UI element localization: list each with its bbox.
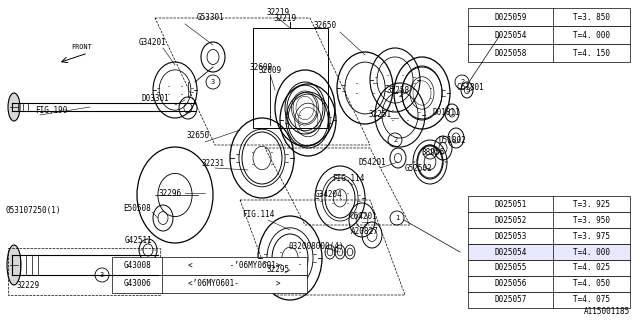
Text: 1: 1 — [395, 215, 399, 221]
Text: T=3. 850: T=3. 850 — [573, 12, 610, 21]
Text: G42511: G42511 — [124, 236, 152, 244]
Text: 32609: 32609 — [259, 66, 282, 75]
Text: A20827: A20827 — [351, 227, 379, 236]
Text: T=4. 025: T=4. 025 — [573, 263, 610, 273]
Bar — [468, 260, 630, 276]
Text: 032008000(4): 032008000(4) — [288, 242, 344, 251]
Text: 32219: 32219 — [266, 7, 289, 17]
Text: D03301: D03301 — [141, 93, 169, 102]
Text: D025056: D025056 — [494, 279, 527, 289]
Text: T=4. 050: T=4. 050 — [573, 279, 610, 289]
Text: FIG.114: FIG.114 — [242, 210, 274, 219]
Text: G52502: G52502 — [404, 164, 432, 172]
Text: 32609: 32609 — [250, 62, 273, 71]
Bar — [112, 275, 307, 293]
Text: G43006: G43006 — [123, 279, 151, 289]
Text: 32231: 32231 — [202, 158, 225, 167]
Bar — [468, 244, 630, 260]
Text: <’06MY0601-        >: <’06MY0601- > — [188, 279, 281, 289]
Text: 38956: 38956 — [421, 148, 445, 156]
Text: D025053: D025053 — [494, 231, 527, 241]
Text: FRONT: FRONT — [72, 44, 92, 50]
Text: T=3. 950: T=3. 950 — [573, 215, 610, 225]
Bar — [468, 228, 630, 244]
Text: D025059: D025059 — [494, 12, 527, 21]
Bar — [468, 292, 630, 308]
Text: 32650: 32650 — [314, 20, 337, 29]
Bar — [253, 28, 328, 128]
Text: D025054: D025054 — [494, 247, 527, 257]
Text: 32296: 32296 — [159, 188, 182, 197]
Text: A115001185: A115001185 — [584, 308, 630, 316]
Text: D025057: D025057 — [494, 295, 527, 305]
Text: T=4. 000: T=4. 000 — [573, 30, 610, 39]
Bar — [468, 276, 630, 292]
Text: T=4. 000: T=4. 000 — [573, 247, 610, 257]
Text: D025058: D025058 — [494, 49, 527, 58]
Text: 2: 2 — [393, 137, 397, 143]
Ellipse shape — [8, 93, 20, 121]
Text: T=3. 975: T=3. 975 — [573, 231, 610, 241]
Text: 2: 2 — [460, 79, 464, 85]
Text: 32650: 32650 — [186, 131, 209, 140]
Text: G43008: G43008 — [123, 261, 151, 270]
Text: 32251: 32251 — [369, 109, 392, 118]
Bar — [468, 8, 630, 26]
Text: 32219: 32219 — [273, 13, 296, 22]
Bar — [468, 44, 630, 62]
Text: 3: 3 — [211, 79, 215, 85]
Bar — [468, 26, 630, 44]
Bar — [112, 257, 307, 275]
Text: T=4. 150: T=4. 150 — [573, 49, 610, 58]
Text: 3: 3 — [100, 272, 104, 278]
Ellipse shape — [7, 245, 21, 285]
Text: <        -’06MY0601>: < -’06MY0601> — [188, 261, 281, 270]
Text: G34204: G34204 — [314, 189, 342, 198]
Text: D025054: D025054 — [494, 30, 527, 39]
Text: 1: 1 — [428, 149, 432, 155]
Text: T=4. 075: T=4. 075 — [573, 295, 610, 305]
Text: 053107250(1): 053107250(1) — [5, 205, 61, 214]
Text: E50508: E50508 — [123, 204, 151, 212]
Bar — [468, 212, 630, 228]
Text: C61801: C61801 — [456, 83, 484, 92]
Text: G34201: G34201 — [138, 37, 166, 46]
Text: D51802: D51802 — [438, 135, 466, 145]
Text: FIG.114: FIG.114 — [332, 173, 364, 182]
Text: G53301: G53301 — [196, 12, 224, 21]
Text: T=3. 925: T=3. 925 — [573, 199, 610, 209]
Text: 32229: 32229 — [17, 281, 40, 290]
Text: 32258: 32258 — [387, 85, 410, 94]
Text: C64201: C64201 — [349, 212, 377, 220]
Text: D025051: D025051 — [494, 199, 527, 209]
Text: 32295: 32295 — [266, 266, 289, 275]
Text: D025052: D025052 — [494, 215, 527, 225]
Text: D54201: D54201 — [358, 157, 386, 166]
Text: D025055: D025055 — [494, 263, 527, 273]
Text: D01811: D01811 — [432, 108, 460, 116]
Bar — [468, 196, 630, 212]
Text: FIG.190: FIG.190 — [35, 106, 67, 115]
